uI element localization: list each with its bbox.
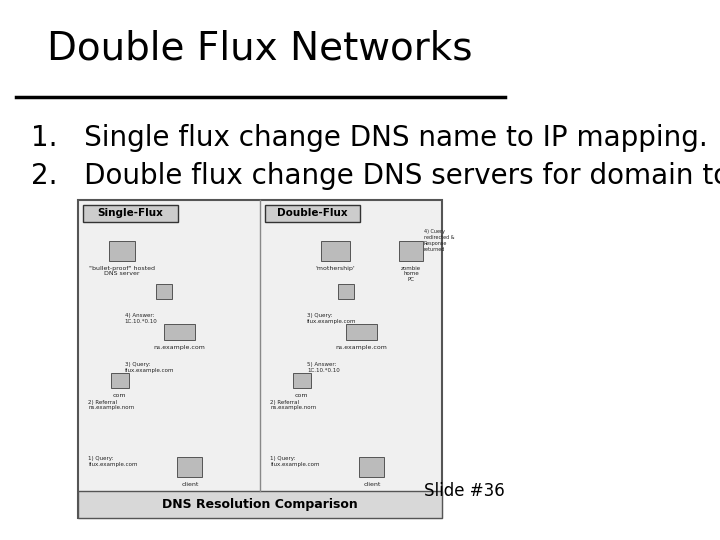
Text: $s_x$: $s_x$: [341, 287, 350, 296]
Text: 1) Query:
flux.example.com: 1) Query: flux.example.com: [271, 456, 320, 467]
Text: 3) Query:
flux.example.com: 3) Query: flux.example.com: [307, 313, 356, 324]
Bar: [346, 324, 377, 340]
Text: com: com: [295, 393, 308, 397]
Text: ns.example.com: ns.example.com: [153, 345, 205, 349]
Bar: [399, 241, 423, 261]
Text: client: client: [363, 482, 381, 487]
Text: 5) Answer:
1C.10.*0.10: 5) Answer: 1C.10.*0.10: [307, 362, 340, 373]
Text: Single-Flux: Single-Flux: [98, 208, 163, 218]
Text: 'mothership': 'mothership': [315, 266, 356, 271]
Text: 4) Cuery
redirected &
Response
returned: 4) Cuery redirected & Response returned: [424, 230, 454, 252]
Text: 4) Answer:
1C.10.*0.10: 4) Answer: 1C.10.*0.10: [125, 313, 158, 324]
Bar: [338, 284, 354, 299]
Text: 1.   Single flux change DNS name to IP mapping.: 1. Single flux change DNS name to IP map…: [31, 124, 708, 152]
Text: 2.   Double flux change DNS servers for domain too.: 2. Double flux change DNS servers for do…: [31, 161, 720, 190]
Text: Slide #36: Slide #36: [424, 482, 505, 501]
Text: 3) Query:
flux.example.com: 3) Query: flux.example.com: [125, 362, 174, 373]
Bar: [177, 457, 202, 477]
Bar: [109, 241, 135, 261]
Bar: [78, 200, 442, 518]
Text: zombie
home
PC: zombie home PC: [401, 266, 421, 282]
Text: com: com: [113, 393, 127, 397]
Bar: [84, 205, 178, 222]
Bar: [359, 457, 384, 477]
Text: 1) Query:
flux.example.com: 1) Query: flux.example.com: [89, 456, 138, 467]
Text: $s_x$: $s_x$: [160, 287, 168, 296]
Text: DNS Resolution Comparison: DNS Resolution Comparison: [162, 498, 358, 511]
Text: client: client: [181, 482, 199, 487]
Text: Double-Flux: Double-Flux: [277, 208, 348, 218]
Text: "bullet-proof" hosted
DNS server: "bullet-proof" hosted DNS server: [89, 266, 156, 276]
Text: 2) Referral
ns.example.norn: 2) Referral ns.example.norn: [271, 400, 317, 410]
Text: ns.example.com: ns.example.com: [336, 345, 387, 349]
Bar: [292, 373, 311, 388]
Bar: [111, 373, 129, 388]
Text: 2) Referral
ns.example.norn: 2) Referral ns.example.norn: [89, 400, 135, 410]
Bar: [321, 241, 350, 261]
Bar: [78, 491, 442, 518]
Text: Double Flux Networks: Double Flux Networks: [48, 30, 473, 68]
Bar: [156, 284, 171, 299]
Bar: [164, 324, 194, 340]
Bar: [265, 205, 360, 222]
